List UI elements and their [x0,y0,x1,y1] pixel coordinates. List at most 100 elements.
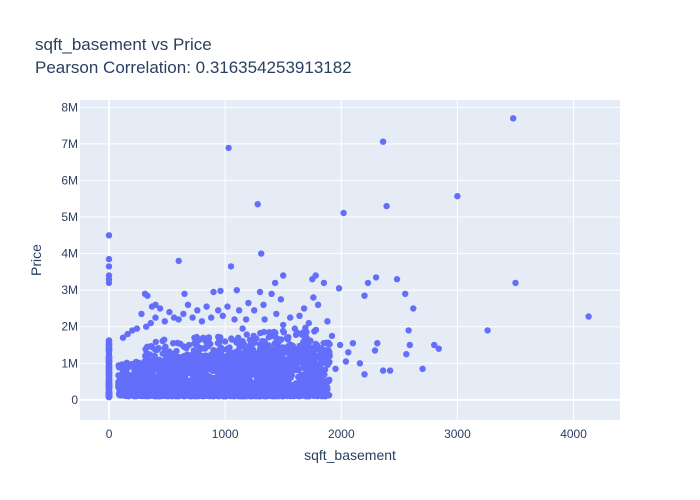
data-point [287,314,294,321]
data-point [279,327,287,335]
data-point [265,333,273,341]
data-point [223,345,231,353]
data-point [280,272,287,279]
data-point [250,332,257,340]
data-point [246,375,253,382]
y-tick-label: 5M [61,210,78,224]
data-point [189,371,196,378]
data-point [184,352,191,360]
data-point [226,380,234,387]
data-point [260,301,267,308]
data-point [299,342,307,350]
data-point [300,359,307,367]
data-point [326,376,333,383]
data-point [326,358,333,366]
grid-lines [80,100,620,420]
data-point [148,380,155,387]
data-point [144,292,151,299]
x-axis-ticks: 0 1000 2000 3000 4000 [106,427,588,441]
data-point [177,340,184,347]
data-point [266,377,274,384]
data-point [320,279,328,287]
data-point [261,338,268,345]
data-point [191,340,198,347]
data-point [356,360,364,367]
data-point [383,202,390,210]
data-point [410,305,417,312]
data-point [117,371,125,379]
data-point [164,358,171,366]
data-point [197,387,205,394]
data-point [299,380,307,388]
data-point [235,391,242,399]
data-point [190,385,197,393]
data-point [119,365,127,373]
data-point [272,334,279,341]
data-point [291,382,298,389]
data-point [226,367,233,375]
data-point [105,337,113,344]
data-point [184,301,192,308]
data-point [260,328,268,336]
data-point [177,389,185,397]
data-point [405,327,412,334]
data-point [309,276,316,283]
data-point [132,358,140,366]
data-point [379,367,387,374]
data-point [265,392,273,399]
data-point [221,338,229,345]
data-point [256,345,264,353]
data-point [259,360,266,367]
data-point [254,201,261,208]
data-point [284,345,291,352]
data-point [288,368,295,376]
data-point [249,390,256,397]
data-point [325,392,332,399]
data-point [261,316,268,323]
data-point [244,381,252,388]
data-point [129,327,136,334]
data-point [181,374,188,381]
data-point [194,307,201,314]
data-point [132,374,140,381]
data-point [227,392,235,399]
data-point [374,340,381,347]
data-point [140,370,147,378]
data-point [251,307,258,314]
data-point [230,358,237,366]
data-point [286,355,294,362]
data-point [262,355,270,363]
data-point [130,382,137,389]
data-point [210,288,217,296]
data-point [403,351,410,358]
data-point [192,350,199,357]
data-point [312,365,319,372]
data-point [295,373,302,381]
data-point [585,313,592,320]
data-point [242,368,249,375]
data-point [119,334,127,341]
data-point [299,329,307,336]
data-point [319,359,326,366]
data-point [287,374,294,382]
data-point [379,138,387,145]
data-point [305,319,312,327]
data-point [266,329,273,336]
data-point [257,392,264,399]
data-point [224,358,231,366]
data-point [155,379,162,387]
data-point [211,391,218,398]
data-point [185,341,193,349]
data-point [371,347,379,354]
data-point [138,310,145,318]
data-point [320,340,327,347]
data-point [158,366,165,373]
data-point [277,296,285,303]
data-point [386,367,394,374]
data-point [291,391,298,398]
data-point [198,368,205,375]
data-point [309,351,316,359]
data-point [314,301,322,308]
data-point [131,367,138,374]
